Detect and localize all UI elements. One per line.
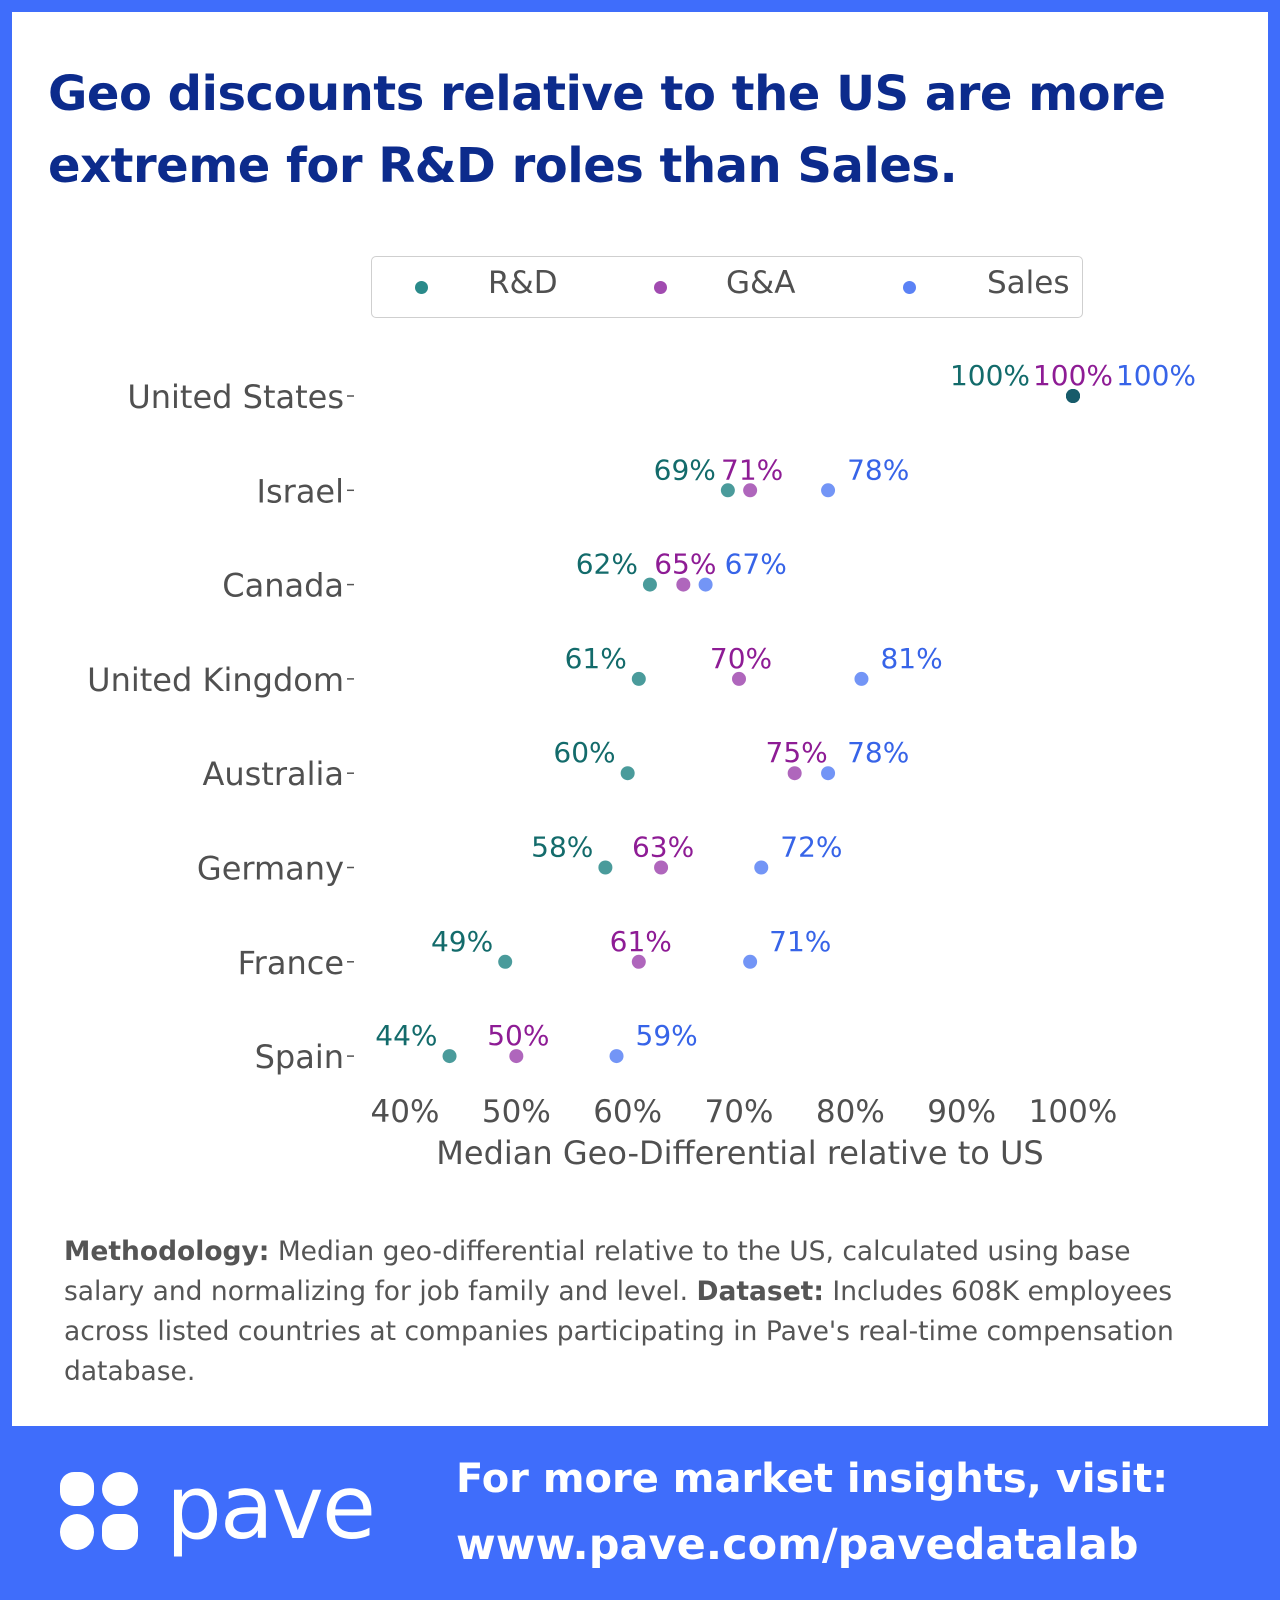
data-point-ga (743, 483, 758, 498)
dataset-label: Dataset: (696, 1276, 824, 1307)
x-tick-label: 50% (482, 1094, 551, 1130)
data-label-rd: 61% (565, 642, 627, 675)
data-point-ga (732, 671, 746, 686)
legend-item-ga (654, 257, 667, 317)
data-label-ga: 63% (632, 831, 694, 864)
x-tick-label: 90% (927, 1094, 996, 1130)
data-point-sales (821, 766, 836, 781)
content-card (12, 12, 1268, 1426)
y-tick-label: Canada (222, 567, 344, 605)
x-tick-label: 40% (371, 1094, 440, 1130)
data-point-ga (787, 766, 802, 781)
pave-logo-wordmark: pave (166, 1456, 376, 1559)
data-point-sales (743, 954, 758, 969)
x-tick-label: 100% (1029, 1094, 1118, 1130)
legend-item-rd (415, 257, 428, 317)
data-label-rd: 58% (531, 831, 593, 864)
data-label-ga: 71% (721, 453, 783, 486)
x-tick-label: 70% (705, 1094, 774, 1130)
y-tick-label: Germany (197, 850, 344, 888)
legend-label-sales: Sales (987, 265, 1070, 301)
footer-cta-link[interactable]: www.pave.com/pavedatalab (456, 1520, 1139, 1570)
data-point-rd (598, 860, 613, 875)
data-point-rd (620, 766, 635, 781)
data-label-sales: 81% (880, 642, 942, 675)
data-label-sales: 78% (847, 736, 909, 769)
methodology-note: Methodology: Median geo-differential rel… (64, 1232, 1214, 1392)
data-label-rd: 49% (431, 925, 493, 958)
methodology-label: Methodology: (64, 1236, 270, 1267)
legend-marker-sales (903, 280, 916, 294)
data-point-rd (498, 954, 513, 969)
data-point-sales (609, 1049, 624, 1064)
data-point-ga (654, 860, 669, 875)
data-point-sales (754, 860, 769, 875)
data-point-sales (1066, 389, 1080, 403)
y-tick-label: Spain (255, 1038, 344, 1076)
footer-banner: pave For more market insights, visit: ww… (0, 1426, 1280, 1600)
data-point-sales (854, 671, 869, 686)
y-tick-label: France (238, 944, 344, 982)
y-tick-label: United States (127, 378, 344, 416)
data-point-sales (698, 577, 713, 592)
y-tick-label: Australia (202, 755, 344, 793)
x-tick-label: 60% (593, 1094, 662, 1130)
x-tick-label: 80% (816, 1094, 885, 1130)
footer-cta-text: For more market insights, visit: (456, 1456, 1169, 1502)
page-title: Geo discounts relative to the US are mor… (48, 66, 1166, 194)
methodology-text: Median geo-differential relative to the … (64, 1236, 1131, 1307)
dot-plot-chart: United States Israel Canada United Kingdom A… (87, 359, 1196, 1172)
dataset-text: Includes 608K employees across listed co… (64, 1276, 1174, 1387)
data-label-rd: 69% (654, 453, 716, 486)
data-label-sales: 78% (847, 453, 909, 486)
data-point-ga (676, 577, 691, 592)
data-label-ga: 50% (487, 1019, 549, 1052)
data-label-sales: 72% (780, 831, 842, 864)
data-point-ga (509, 1049, 524, 1064)
data-label-rd: 100% (950, 359, 1030, 392)
data-label-sales: 59% (636, 1019, 698, 1052)
data-point-rd (720, 483, 735, 498)
data-label-rd: 44% (375, 1019, 437, 1052)
data-point-sales (821, 483, 836, 498)
data-label-sales: 71% (769, 925, 831, 958)
legend-label-ga: G&A (726, 265, 796, 301)
legend-marker-rd (415, 280, 428, 294)
pave-logo-icon (60, 1472, 138, 1550)
data-point-ga (631, 954, 646, 969)
data-label-rd: 60% (553, 736, 615, 769)
chart-legend: R&D G&A Sales (371, 256, 1083, 318)
legend-item-sales (903, 257, 916, 317)
legend-marker-ga (654, 280, 667, 294)
legend-label-rd: R&D (488, 265, 558, 301)
data-label-ga: 100% (1033, 359, 1113, 392)
data-label-ga: 61% (610, 925, 672, 958)
data-label-ga: 65% (654, 548, 716, 581)
data-point-rd (642, 577, 657, 592)
y-tick-label: United Kingdom (87, 661, 344, 699)
data-label-sales: 100% (1116, 359, 1196, 392)
data-point-rd (631, 671, 646, 686)
data-point-rd (442, 1049, 457, 1064)
data-label-ga: 75% (766, 736, 828, 769)
data-label-rd: 62% (576, 548, 638, 581)
data-label-ga: 70% (710, 642, 772, 675)
data-label-sales: 67% (725, 548, 787, 581)
y-tick-label: Israel (257, 472, 344, 510)
x-axis-label: Median Geo-Differential relative to US (436, 1134, 1043, 1172)
